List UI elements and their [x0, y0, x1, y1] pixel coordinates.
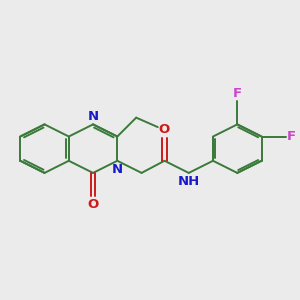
Text: O: O — [87, 198, 99, 211]
Text: O: O — [159, 123, 170, 136]
Text: F: F — [287, 130, 296, 143]
Text: N: N — [112, 163, 123, 176]
Text: N: N — [88, 110, 99, 122]
Text: F: F — [233, 87, 242, 100]
Text: NH: NH — [178, 175, 200, 188]
